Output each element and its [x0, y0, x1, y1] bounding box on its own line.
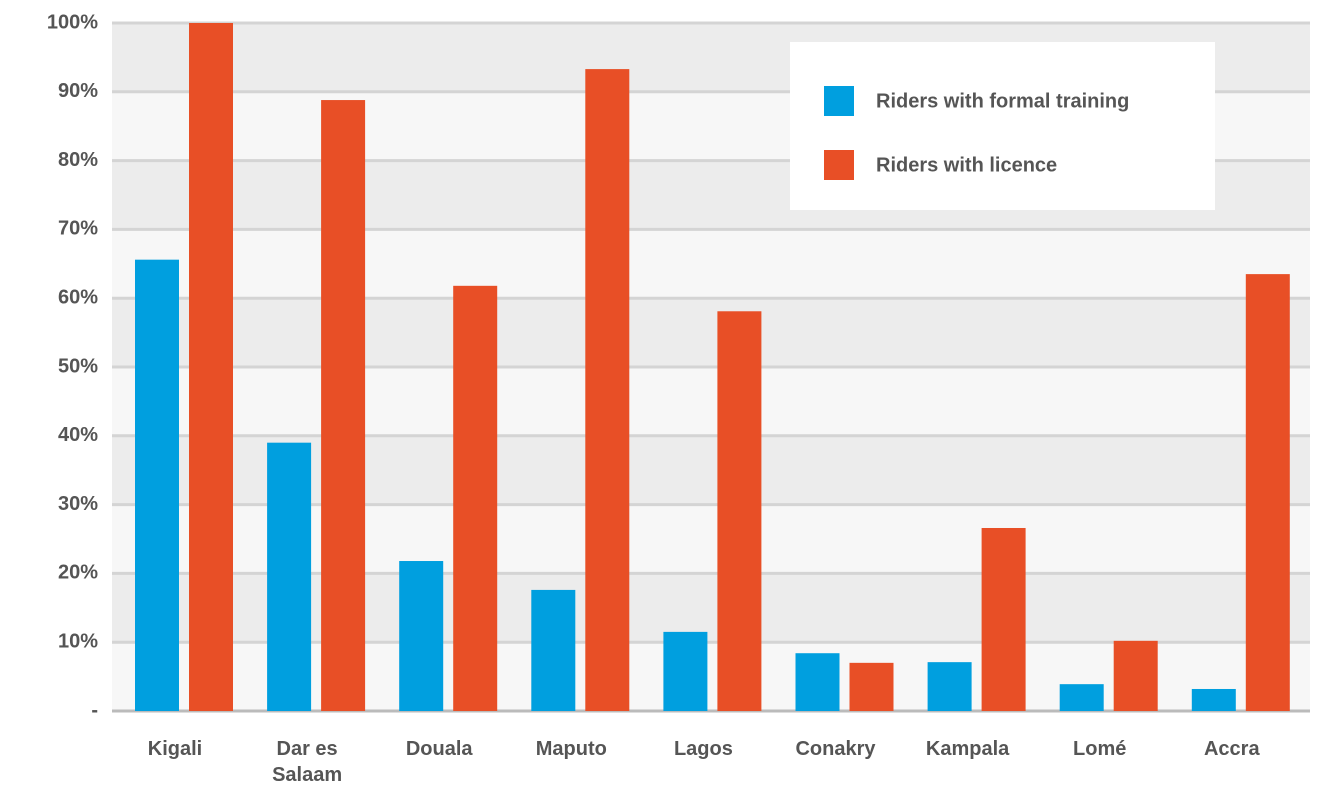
x-tick-label: Accra	[1203, 738, 1260, 760]
y-tick-label: 60%	[58, 286, 98, 308]
legend-swatch	[824, 150, 854, 180]
bar	[1191, 688, 1236, 711]
legend-box	[790, 42, 1215, 210]
y-tick-label: 90%	[58, 80, 98, 102]
bar	[927, 662, 972, 711]
band	[112, 504, 1310, 574]
bar	[267, 442, 312, 711]
bar	[585, 69, 630, 711]
y-tick-label: -	[91, 699, 98, 721]
band	[112, 435, 1310, 505]
x-tick-label: Maputo	[535, 738, 607, 760]
legend-label: Riders with formal training	[876, 90, 1129, 112]
x-tick-label: Lomé	[1073, 738, 1127, 760]
bar	[321, 100, 366, 711]
y-tick-label: 70%	[58, 218, 98, 240]
bar	[453, 285, 498, 711]
bar	[135, 259, 179, 711]
bar	[1245, 274, 1290, 711]
legend-swatch	[824, 86, 854, 116]
x-tick-label: Kigali	[147, 738, 203, 760]
y-tick-label: 30%	[58, 493, 98, 515]
y-tick-label: 10%	[58, 630, 98, 652]
bar	[189, 23, 233, 711]
y-tick-label: 80%	[58, 149, 98, 171]
x-tick-label: Lagos	[673, 738, 733, 760]
bar	[717, 311, 762, 711]
bar	[1059, 684, 1104, 711]
legend-label: Riders with licence	[876, 154, 1057, 176]
y-tick-label: 20%	[58, 562, 98, 584]
band	[112, 642, 1310, 711]
x-tick-label: Dar es Salaam	[272, 738, 343, 786]
bar	[981, 527, 1026, 711]
y-tick-label: 40%	[58, 424, 98, 446]
bar	[795, 653, 840, 711]
bar	[663, 631, 708, 711]
bar	[1113, 640, 1158, 711]
x-tick-label: Kampala	[925, 738, 1010, 760]
y-tick-label: 50%	[58, 355, 98, 377]
y-tick-label: 100%	[47, 11, 98, 33]
x-tick-label: Conakry	[795, 738, 876, 760]
band	[112, 573, 1310, 643]
bar	[531, 589, 576, 711]
x-tick-label: Douala	[405, 738, 473, 760]
band	[112, 367, 1310, 436]
bar	[399, 561, 444, 711]
band	[112, 298, 1310, 367]
bar	[849, 662, 894, 711]
band	[112, 229, 1310, 299]
